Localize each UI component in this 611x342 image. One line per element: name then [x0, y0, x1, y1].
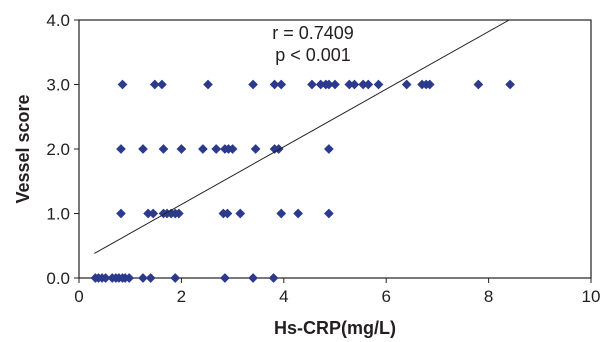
x-tick-label: 8 [484, 287, 493, 306]
data-point [235, 208, 246, 219]
x-tick-label: 2 [177, 287, 186, 306]
y-tick-label: 3.0 [46, 76, 70, 95]
y-axis-title: Vessel score [13, 94, 33, 203]
x-tick-label: 10 [582, 287, 601, 306]
data-point [268, 273, 279, 283]
x-tick-label: 6 [381, 287, 390, 306]
data-point [323, 208, 334, 219]
data-point [203, 79, 213, 90]
data-point [505, 79, 516, 90]
y-tick-label: 0.0 [46, 269, 70, 288]
data-point [276, 79, 287, 90]
data-point [248, 273, 259, 283]
y-axis-ticks: 0.0 1.0 2.0 3.0 4.0 [46, 11, 79, 288]
data-point [116, 144, 126, 154]
y-tick-label: 2.0 [46, 140, 70, 159]
data-point [145, 273, 156, 283]
x-tick-label: 4 [279, 287, 288, 306]
data-point [363, 79, 374, 90]
data-point [100, 273, 111, 283]
data-point [349, 79, 360, 90]
data-points [90, 79, 516, 283]
data-point [222, 208, 233, 219]
x-axis-ticks: 0 2 4 6 8 10 [74, 278, 600, 306]
data-point [401, 79, 412, 90]
x-axis-title: Hs-CRP(mg/L) [274, 318, 396, 338]
data-point [473, 79, 484, 90]
data-point [138, 144, 148, 154]
data-point [170, 273, 181, 283]
data-point [197, 144, 208, 154]
p-value-annotation: p < 0.001 [275, 45, 351, 65]
y-tick-label: 4.0 [46, 11, 70, 30]
data-point [156, 79, 167, 90]
data-point [330, 79, 340, 90]
data-point [138, 273, 148, 283]
data-point [176, 144, 187, 154]
data-point [323, 144, 334, 154]
data-point [373, 79, 384, 90]
data-point [248, 79, 259, 90]
data-point [117, 79, 128, 90]
data-point [250, 144, 261, 154]
data-point [269, 79, 280, 90]
data-point [227, 144, 238, 154]
data-point [219, 273, 230, 283]
data-point [149, 79, 160, 90]
data-point [173, 208, 184, 219]
data-point [211, 144, 222, 154]
data-point [148, 208, 159, 219]
data-point [158, 144, 169, 154]
data-point [293, 208, 304, 219]
data-point [116, 208, 126, 219]
regression-line [94, 19, 510, 254]
data-point [276, 208, 287, 219]
data-point [124, 273, 135, 283]
x-tick-label: 0 [74, 287, 83, 306]
data-point [424, 79, 435, 90]
correlation-annotation: r = 0.7409 [272, 23, 354, 43]
data-point [307, 79, 317, 90]
y-tick-label: 1.0 [46, 205, 70, 224]
